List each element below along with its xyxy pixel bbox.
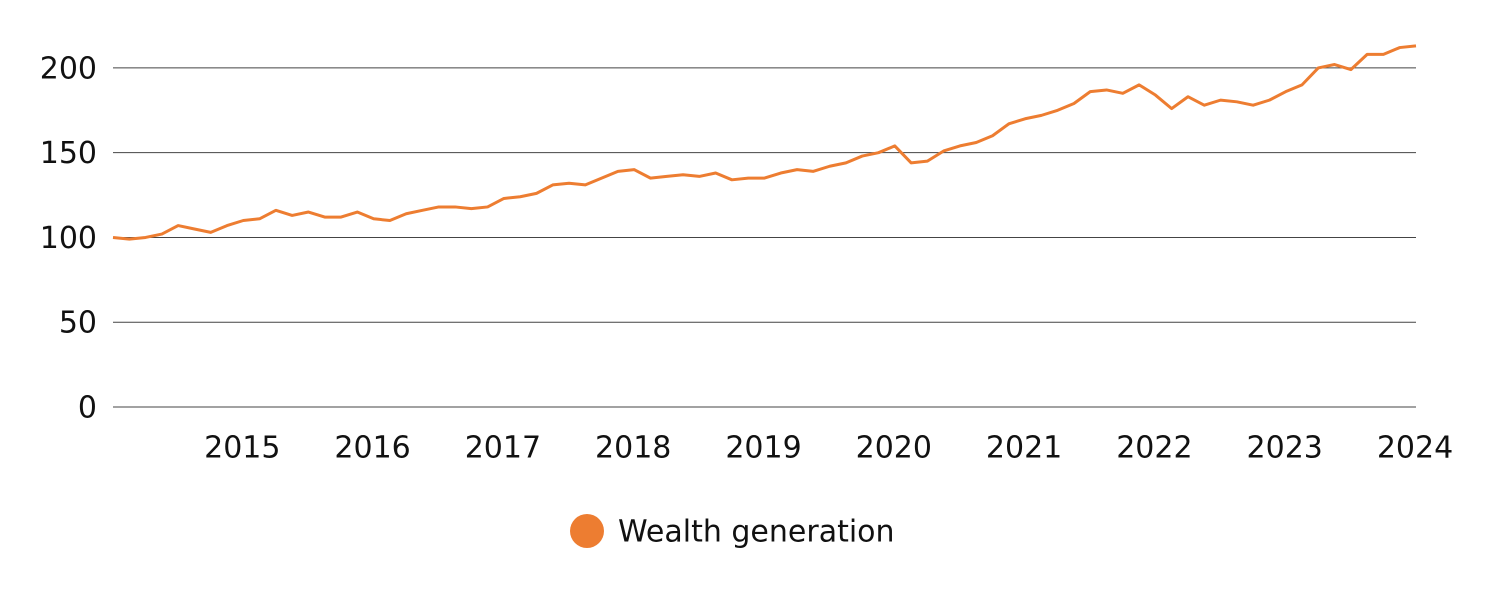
x-tick-label: 2015 <box>204 431 280 466</box>
data-line <box>112 44 1417 241</box>
x-tick-label: 2017 <box>465 431 541 466</box>
x-tick-label: 2018 <box>595 431 671 466</box>
x-tick-label: 2023 <box>1247 431 1323 466</box>
legend-marker <box>570 514 604 548</box>
x-tick-label: 2024 <box>1377 431 1453 466</box>
x-tick-label: 2021 <box>986 431 1062 466</box>
x-tick-label: 2019 <box>725 431 801 466</box>
y-tick-label: 50 <box>59 306 97 341</box>
y-tick-label: 100 <box>40 221 97 256</box>
y-tick-label: 200 <box>40 51 97 86</box>
y-tick-label: 150 <box>40 136 97 171</box>
legend-label: Wealth generation <box>618 515 895 550</box>
y-tick-label: 0 <box>78 391 97 426</box>
x-tick-label: 2020 <box>856 431 932 466</box>
x-tick-label: 2016 <box>334 431 410 466</box>
x-tick-label: 2022 <box>1116 431 1192 466</box>
